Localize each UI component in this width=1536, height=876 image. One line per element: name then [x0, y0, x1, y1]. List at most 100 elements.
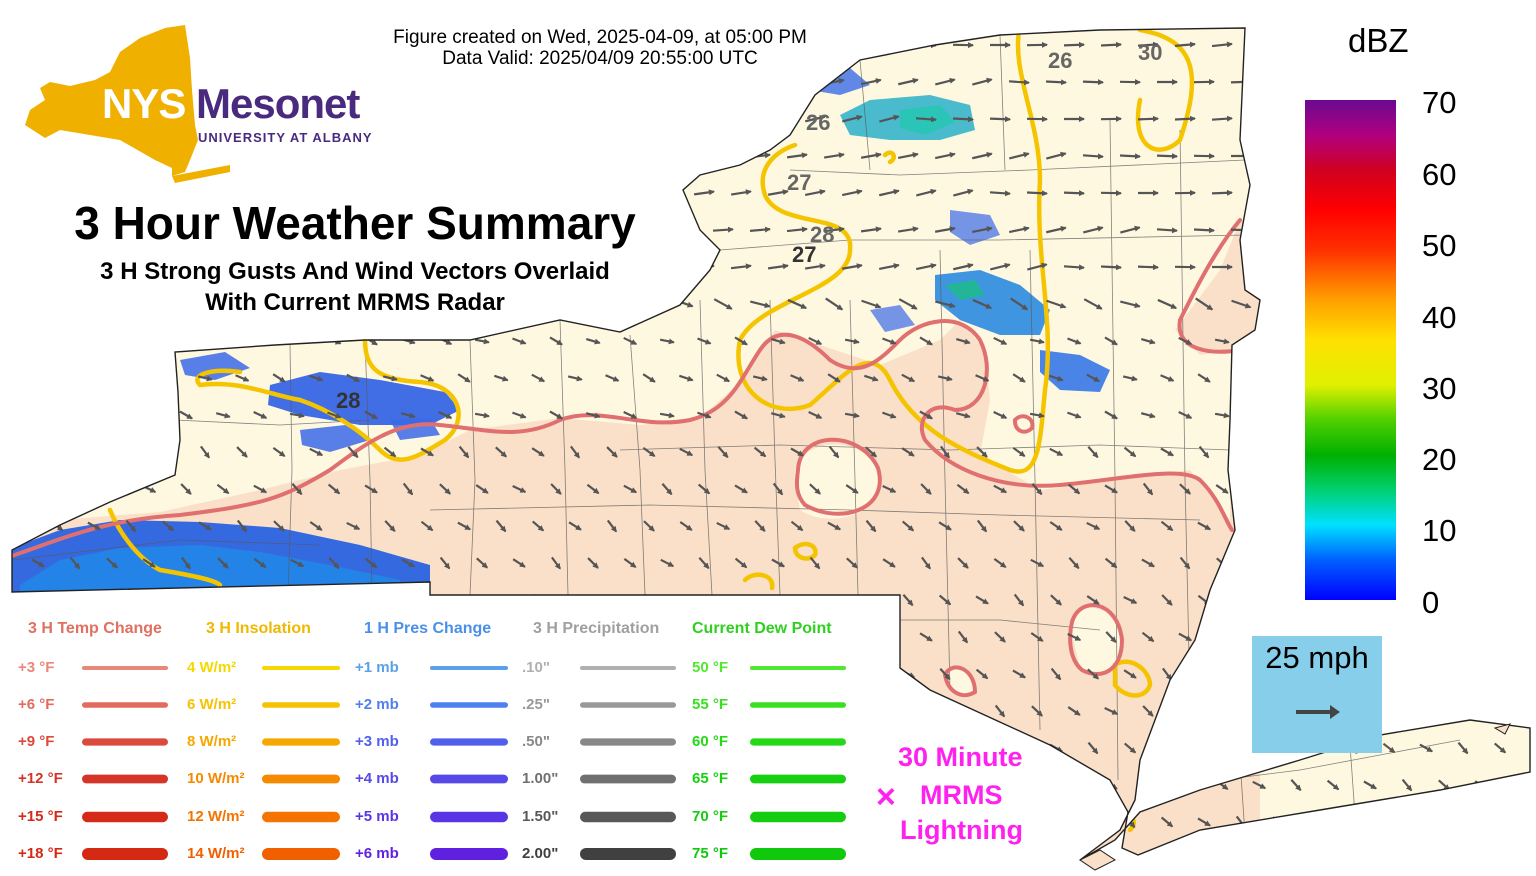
wind-vector: [1067, 411, 1082, 419]
wind-vector: [1507, 115, 1529, 123]
wind-vector: [567, 153, 583, 160]
wind-vector: [1046, 225, 1067, 234]
wind-vector: [253, 411, 268, 419]
legend-header: 3 H Insolation: [206, 620, 311, 637]
wind-vector: [124, 152, 139, 160]
wind-vector: [972, 77, 993, 86]
wind-vector: [938, 594, 952, 606]
wind-vector: [1510, 338, 1526, 345]
wind-vector: [142, 558, 156, 568]
contour-label: 26: [806, 110, 830, 135]
logo-nys: NYS: [102, 80, 186, 127]
legend-item-label: +3 °F: [18, 659, 55, 676]
wind-vector: [864, 374, 879, 382]
wind-vector: [1433, 263, 1455, 270]
wind-vector: [956, 706, 970, 716]
wind-vector: [865, 815, 877, 829]
wind-vector: [1437, 337, 1452, 345]
wind-vector: [567, 375, 583, 382]
wind-vector: [310, 594, 322, 606]
wind-vector: [31, 558, 45, 568]
wind-vector: [494, 152, 509, 160]
wind-vector: [1123, 669, 1137, 679]
legend-item-label: +3 mb: [355, 733, 399, 750]
wind-vector: [605, 77, 620, 87]
wind-vector: [568, 594, 582, 606]
wind-vector: [105, 484, 119, 494]
wind-vector: [215, 338, 231, 345]
wind-vector: [1178, 632, 1192, 642]
wind-vector: [860, 78, 882, 86]
wind-vector: [420, 520, 434, 532]
wind-vector: [976, 519, 988, 533]
wind-vector: [402, 778, 414, 792]
wind-vector: [1289, 410, 1303, 420]
wind-key-box: [1252, 636, 1382, 753]
wind-vector: [864, 595, 879, 605]
legend-line-swatch: [262, 774, 340, 784]
wind-vector: [882, 337, 897, 345]
wind-vector: [586, 189, 601, 197]
wind-vector: [1493, 596, 1508, 604]
wind-vector: [660, 632, 674, 642]
legend-line-swatch: [262, 738, 340, 746]
legend-item-label: +6 mb: [355, 845, 399, 862]
wind-vector: [935, 77, 956, 86]
wind-vector: [734, 484, 748, 494]
wind-vector: [993, 336, 1008, 346]
wind-vector: [568, 743, 583, 753]
wind-vector: [1252, 558, 1266, 568]
wind-vector: [937, 375, 953, 382]
legend-line-swatch: [430, 811, 508, 823]
wind-vector: [104, 190, 120, 197]
wind-vector: [1290, 556, 1302, 570]
wind-vector: [972, 151, 993, 160]
wind-vector: [679, 78, 694, 86]
wind-vector: [1049, 521, 1063, 531]
wind-vector: [955, 338, 971, 345]
wind-vector: [327, 411, 342, 419]
wind-vector: [771, 558, 785, 568]
wind-vector: [786, 152, 808, 159]
wind-vector: [585, 338, 601, 345]
wind-vector: [309, 374, 324, 382]
wind-vector: [844, 412, 860, 419]
wind-vector: [693, 189, 715, 196]
wind-vector: [1008, 226, 1030, 234]
wind-vector: [1437, 483, 1451, 495]
wind-vector: [920, 556, 932, 570]
wind-vector: [1142, 778, 1154, 792]
wind-vector: [1211, 41, 1233, 48]
wind-vector: [12, 375, 28, 382]
wind-vector: [1156, 153, 1178, 160]
wind-vector: [1456, 521, 1471, 531]
wind-vector: [1142, 705, 1154, 717]
wind-vector: [1474, 336, 1488, 346]
wind-vector: [346, 595, 360, 605]
wind-vector: [734, 780, 748, 790]
wind-vector: [1474, 484, 1488, 494]
wind-vector: [512, 189, 527, 197]
wind-vector: [1272, 593, 1284, 607]
wind-vector: [643, 593, 655, 607]
wind-vector: [569, 668, 581, 680]
wind-vector: [1087, 741, 1099, 755]
wind-vector: [457, 594, 471, 606]
wind-vector: [919, 632, 933, 642]
wind-vector: [1437, 632, 1452, 642]
legend-line-swatch: [82, 848, 168, 860]
wind-vector: [1396, 189, 1418, 196]
legend-line-swatch: [750, 702, 846, 708]
figure-created: Figure created on Wed, 2025-04-09, at 05…: [393, 27, 807, 48]
wind-vector: [734, 336, 748, 346]
wind-vector: [1308, 817, 1322, 827]
wind-vector: [1489, 78, 1511, 85]
wind-vector: [1026, 190, 1048, 197]
colorbar-tick-label: 40: [1422, 300, 1457, 335]
wind-vector: [549, 336, 563, 346]
wind-vector: [88, 445, 100, 459]
wind-vector: [605, 595, 619, 605]
wind-vector: [679, 152, 694, 160]
wind-vector: [1086, 595, 1100, 605]
